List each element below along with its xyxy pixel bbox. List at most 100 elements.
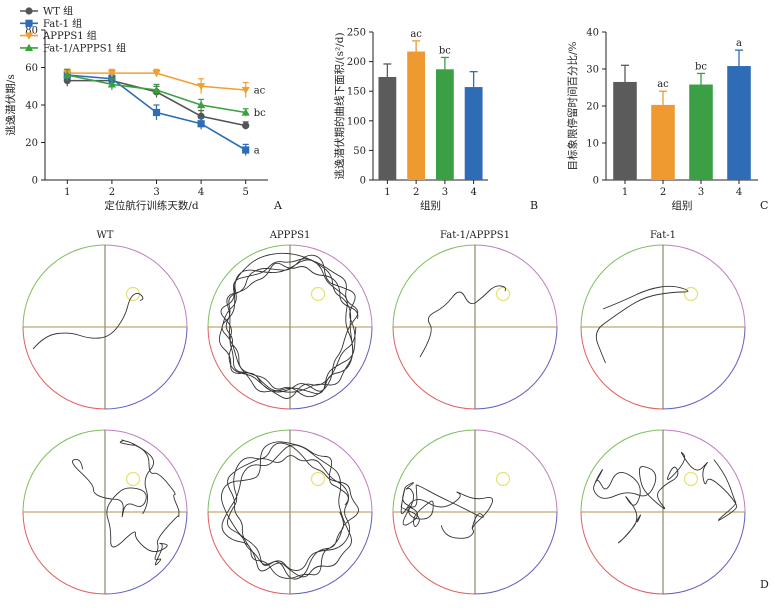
maze-pool — [207, 244, 373, 410]
maze-pool — [392, 244, 558, 410]
quadrant-arc — [392, 429, 476, 513]
y-tick-label: 20 — [25, 138, 38, 149]
data-point — [107, 80, 116, 88]
significance-label: bc — [439, 45, 451, 56]
y-tick-label: 10 — [586, 139, 599, 150]
data-point — [197, 83, 206, 91]
x-tick-label: 3 — [153, 187, 159, 198]
x-tick-label: 4 — [198, 187, 204, 198]
x-tick-label: 3 — [442, 187, 448, 198]
data-point — [24, 43, 34, 51]
y-tick-label: 30 — [586, 65, 599, 76]
data-point — [241, 86, 250, 95]
significance-label: ac — [410, 29, 422, 40]
bar — [435, 69, 454, 180]
data-point — [152, 108, 161, 117]
maze-pool — [580, 429, 746, 595]
quadrant-arc — [22, 326, 106, 410]
quadrant-arc — [289, 326, 373, 410]
quadrant-arc — [104, 511, 188, 595]
panel-label: C — [760, 199, 768, 212]
legend-entry: Fat-1/APPPS1 组 — [43, 41, 126, 54]
quadrant-arc — [207, 511, 291, 595]
significance-label: a — [254, 146, 260, 157]
platform-marker — [310, 471, 326, 487]
maze-pool — [22, 429, 188, 595]
swim-path — [593, 451, 738, 544]
data-point — [152, 70, 161, 78]
y-tick-label: 100 — [347, 116, 366, 127]
y-tick-label: 0 — [32, 176, 38, 187]
y-tick-label: 200 — [347, 57, 366, 68]
significance-label: a — [736, 38, 742, 49]
data-point — [25, 19, 33, 27]
y-tick-label: 20 — [586, 102, 599, 113]
quadrant-arc — [207, 326, 291, 410]
swim-path — [419, 285, 506, 358]
quadrant-arc — [22, 244, 106, 328]
x-tick-label: 1 — [64, 187, 70, 198]
maze-pool — [22, 244, 188, 410]
x-tick-label: 1 — [384, 187, 390, 198]
bar — [464, 87, 483, 180]
swim-path — [72, 439, 180, 566]
y-tick-label: 0 — [593, 176, 599, 187]
x-tick-label: 2 — [660, 187, 666, 198]
platform-marker — [125, 471, 141, 487]
bar — [689, 84, 713, 180]
quadrant-arc — [662, 326, 746, 410]
quadrant-arc — [474, 326, 558, 410]
group-title: WT — [97, 230, 114, 241]
legend-entry: Fat-1 组 — [43, 17, 82, 30]
quadrant-arc — [662, 244, 746, 328]
quadrant-arc — [207, 429, 291, 513]
x-tick-label: 5 — [243, 187, 249, 198]
y-tick-label: 250 — [347, 28, 366, 39]
platform-marker — [683, 286, 699, 302]
data-point — [197, 120, 205, 128]
y-tick-label: 0 — [360, 176, 366, 187]
swim-path — [400, 482, 494, 539]
legend-entry: WT 组 — [43, 5, 73, 18]
quadrant-arc — [580, 511, 664, 595]
group-title: APPPS1 — [269, 230, 311, 241]
significance-label: ac — [657, 79, 669, 90]
group-title: Fat-1 — [650, 230, 676, 241]
bar — [651, 104, 675, 180]
platform-marker — [310, 286, 326, 302]
quadrant-arc — [104, 244, 188, 328]
chart-b: 0 50 100 150 200 250 1 ac 2 bc 3 4 组别 逃逸潜伏期的曲线下面积/(s²… — [333, 28, 538, 213]
quadrant-arc — [392, 326, 476, 410]
bar — [613, 81, 637, 180]
panel-label: B — [530, 199, 538, 212]
y-tick-label: 40 — [25, 101, 38, 112]
x-tick-label: 3 — [698, 187, 704, 198]
x-tick-label: 2 — [413, 187, 419, 198]
x-axis-label: 定位航行训练天数/d — [104, 199, 199, 212]
bar — [727, 66, 751, 180]
quadrant-arc — [474, 244, 558, 328]
maze-pool — [207, 429, 373, 595]
panel-d-swim-paths: WT APPPS1 Fat-1/APPPS1 Fat-1 D — [22, 230, 769, 595]
y-axis-label: 逃逸潜伏期/s — [4, 74, 17, 135]
quadrant-arc — [104, 429, 188, 513]
quadrant-arc — [580, 326, 664, 410]
platform-marker — [683, 471, 699, 487]
group-title: Fat-1/APPPS1 — [440, 230, 510, 241]
x-tick-label: 2 — [109, 187, 115, 198]
quadrant-arc — [392, 244, 476, 328]
data-point — [242, 146, 250, 154]
chart-c: 0 10 20 30 40 1 ac 2 bc 3 a 4 组别 目标象限停留时间百分比/% C — [566, 28, 768, 213]
quadrant-arc — [207, 244, 291, 328]
quadrant-arc — [662, 511, 746, 595]
bar — [407, 51, 426, 181]
platform-marker — [495, 471, 511, 487]
data-point — [152, 85, 161, 94]
x-axis-label: 组别 — [420, 199, 441, 212]
y-axis-label: 目标象限停留时间百分比/% — [566, 41, 579, 170]
x-axis-label: 组别 — [672, 199, 693, 212]
significance-label: bc — [695, 61, 707, 72]
swim-path — [218, 252, 359, 399]
platform-marker — [125, 286, 141, 302]
